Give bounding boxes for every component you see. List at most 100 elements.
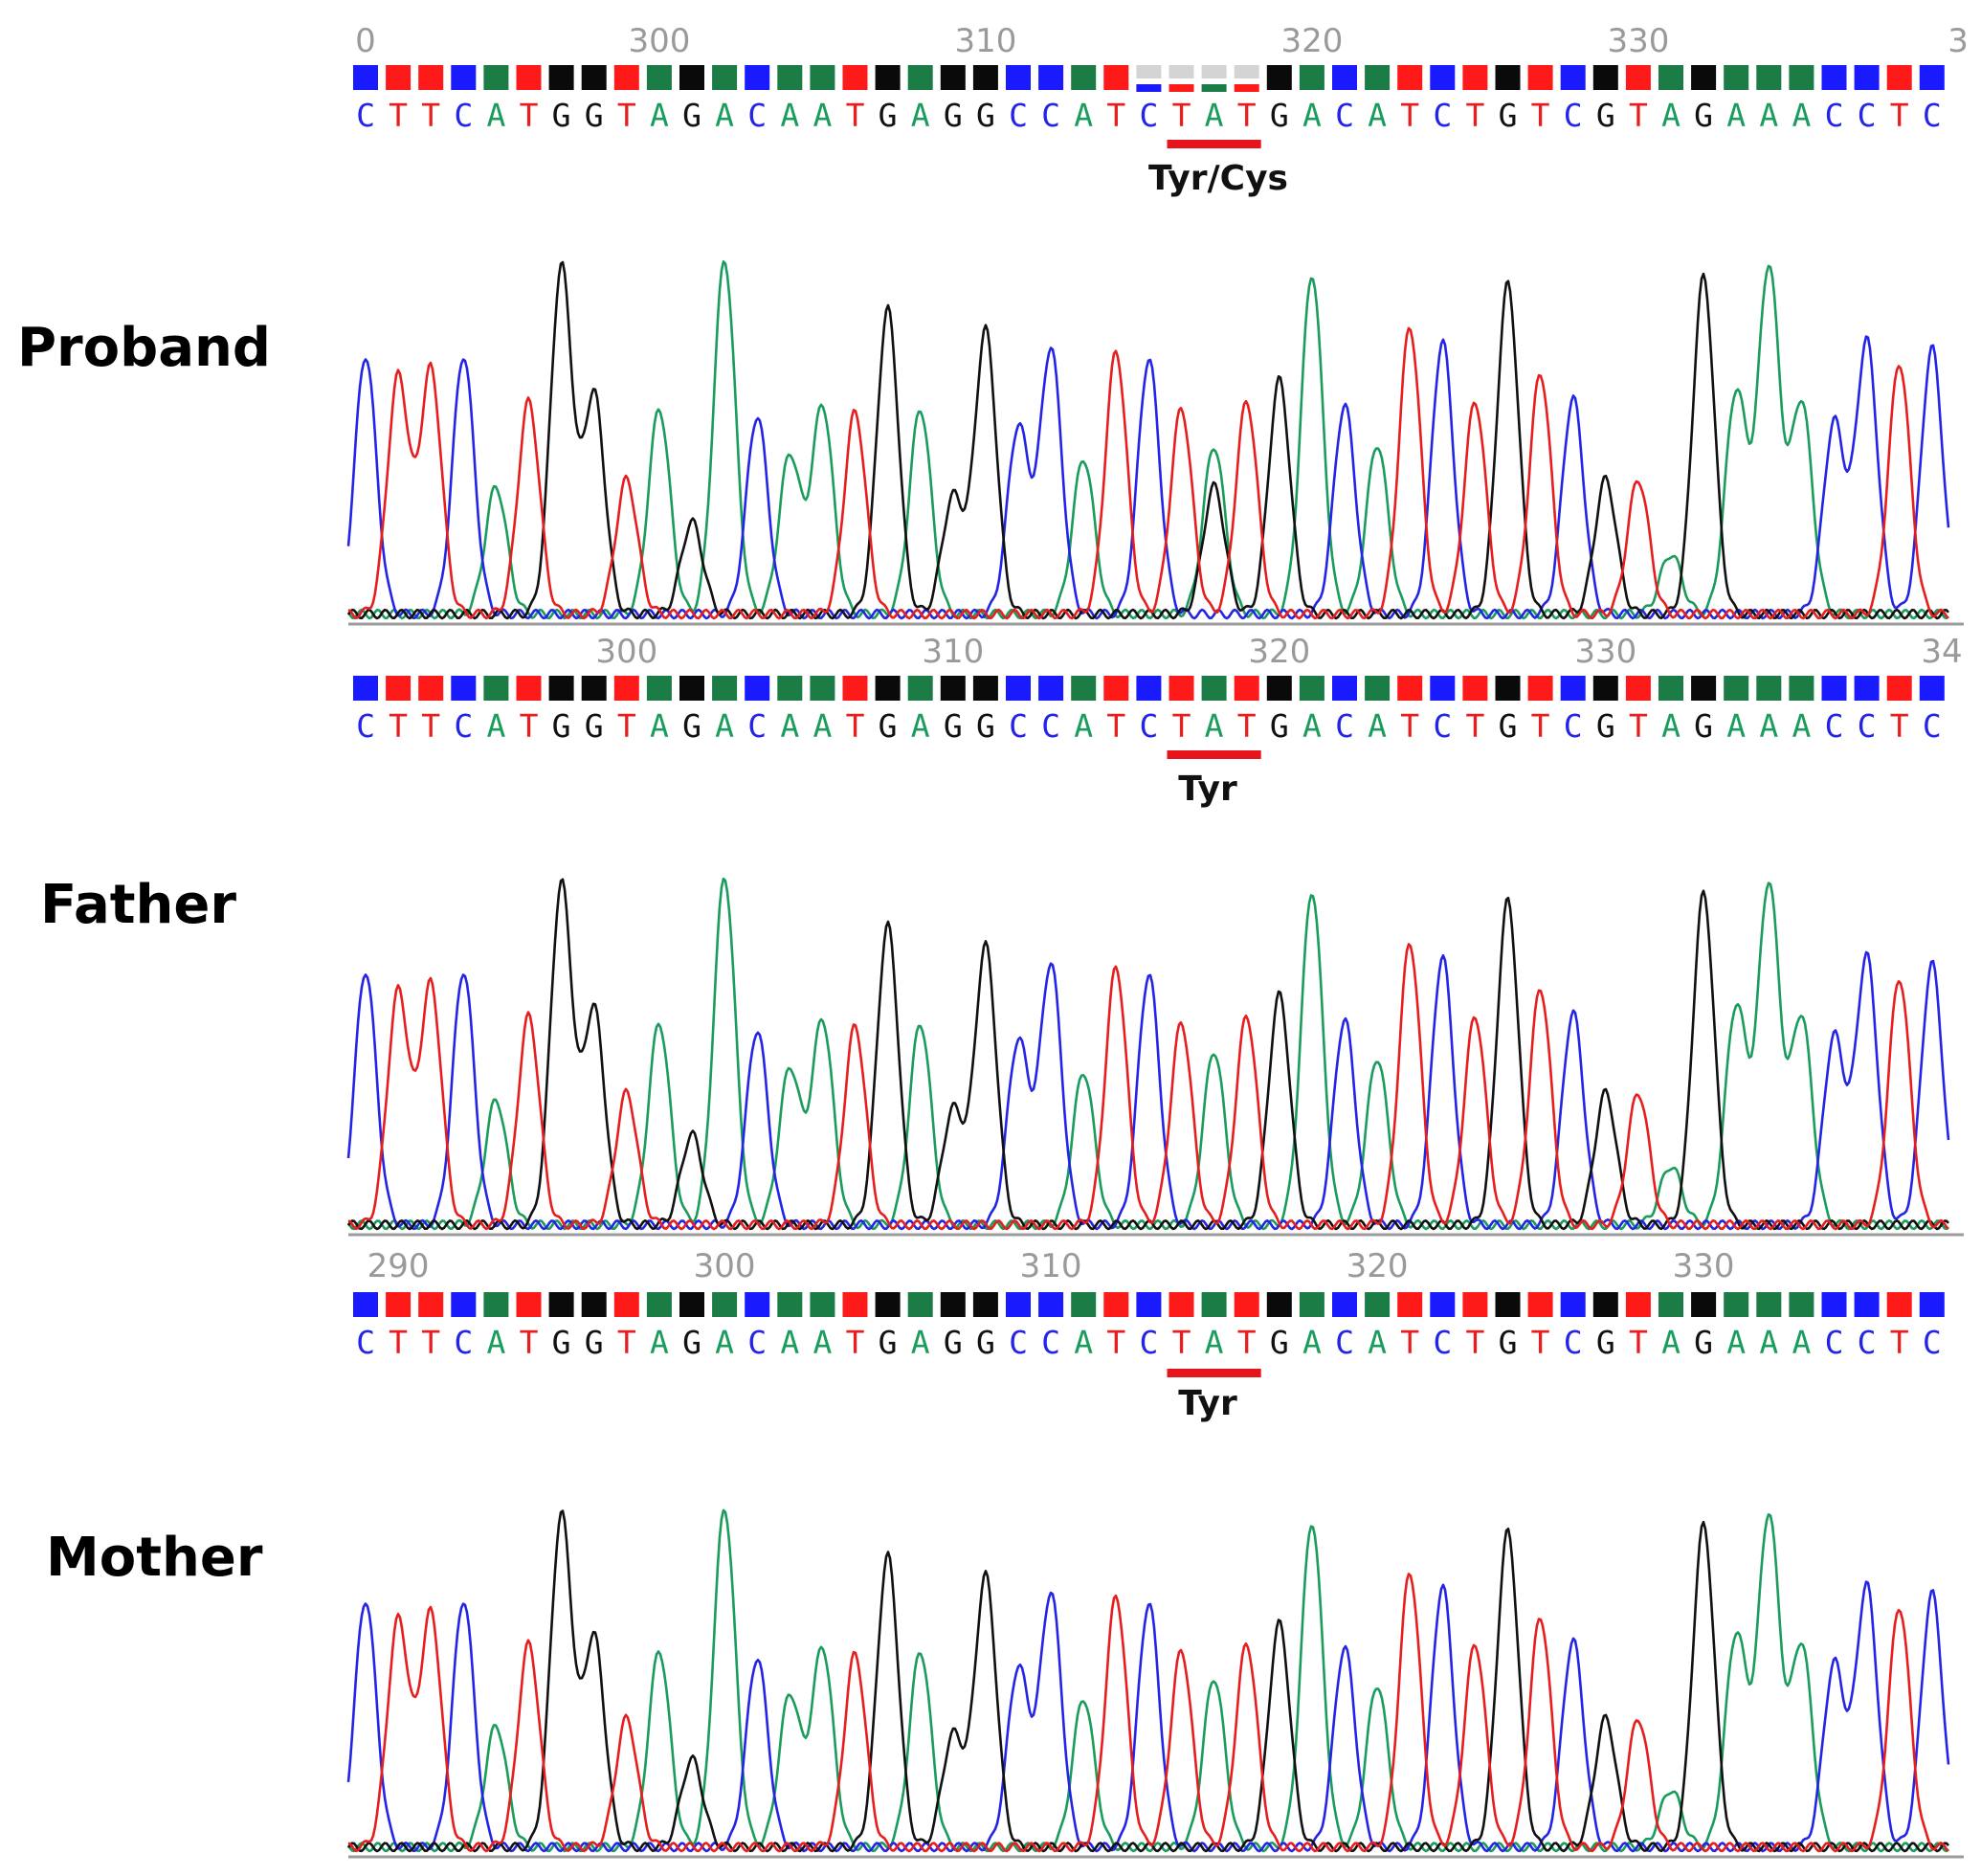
base-letter: G <box>585 97 604 134</box>
quality-bar-faded <box>1136 65 1162 78</box>
base-letter: A <box>812 97 832 134</box>
base-call-bar <box>712 1292 738 1317</box>
base-letter: C <box>1825 97 1844 134</box>
base-letter: C <box>356 1324 375 1361</box>
base-letter: G <box>1596 707 1615 745</box>
base-letter: C <box>1433 1324 1452 1361</box>
base-call-bar <box>386 1292 412 1317</box>
base-letter: A <box>1792 1324 1811 1361</box>
position-tick-label: 310 <box>1020 1247 1082 1285</box>
base-letter: T <box>617 1324 636 1361</box>
base-letter: C <box>356 707 375 745</box>
position-tick-label: 310 <box>922 633 984 671</box>
base-letter: C <box>1825 1324 1844 1361</box>
base-call-bar <box>1136 1292 1162 1317</box>
base-letter: A <box>1759 707 1778 745</box>
base-call-bar <box>1299 1292 1324 1317</box>
base-call-bar <box>1789 65 1814 90</box>
base-letter: T <box>1106 97 1125 134</box>
quality-bar-faded <box>1201 65 1227 78</box>
base-call-bar <box>777 65 803 90</box>
base-letter: C <box>1335 707 1354 745</box>
position-tick-label: 310 <box>954 22 1016 60</box>
base-letter: G <box>552 707 571 745</box>
base-call-bar <box>1854 65 1880 90</box>
base-call-bar <box>1006 676 1031 701</box>
base-letter: G <box>552 1324 571 1361</box>
base-call-bar <box>548 65 574 90</box>
base-letter: C <box>454 97 473 134</box>
proband-sequence-header: 0 300 310 320 330 3C T T C A T G G T A G A C A A T G A G G C C A T C T… <box>353 22 1969 148</box>
base-call-bar <box>1592 676 1618 701</box>
base-letter: C <box>1041 707 1060 745</box>
base-call-bar <box>940 1292 966 1317</box>
base-call-bar <box>842 65 868 90</box>
trace-G <box>346 878 1949 1231</box>
base-call-bar <box>1071 676 1097 701</box>
base-letter: C <box>1009 707 1028 745</box>
base-call-bar <box>418 65 444 90</box>
position-tick-label: 320 <box>1347 1247 1409 1285</box>
base-call-bar <box>875 1292 901 1317</box>
position-tick-label: 300 <box>628 22 690 60</box>
base-letter: C <box>1335 1324 1354 1361</box>
base-letter: C <box>1923 1324 1942 1361</box>
base-call-bar <box>679 676 704 701</box>
father-codon-label: Tyr <box>1178 770 1237 809</box>
base-letter: A <box>1792 97 1811 134</box>
base-letter: G <box>879 97 898 134</box>
base-call-bar <box>1756 676 1782 701</box>
base-call-bar <box>1169 84 1194 92</box>
base-call-bar <box>418 676 444 701</box>
base-letter: T <box>1465 1324 1484 1361</box>
base-letter: A <box>1661 97 1681 134</box>
base-letter: G <box>585 1324 604 1361</box>
base-letter: C <box>1923 97 1942 134</box>
base-call-bar <box>940 676 966 701</box>
base-call-bar <box>1821 65 1847 90</box>
base-call-bar <box>1201 1292 1227 1317</box>
base-call-bar <box>581 65 607 90</box>
codon-underline <box>1167 1369 1261 1377</box>
base-call-bar <box>777 676 803 701</box>
base-call-bar <box>1789 676 1814 701</box>
base-letter: A <box>715 97 734 134</box>
base-letter: G <box>879 1324 898 1361</box>
mother-panel-label: Mother <box>46 1527 263 1589</box>
base-letter: G <box>1596 1324 1615 1361</box>
position-tick-label: 330 <box>1607 22 1669 60</box>
base-letter: G <box>944 1324 963 1361</box>
base-call-bar <box>646 1292 672 1317</box>
base-call-bar <box>712 676 738 701</box>
base-letter: C <box>1139 97 1158 134</box>
base-letter: T <box>421 707 440 745</box>
base-letter: C <box>1433 97 1452 134</box>
trace-C <box>346 1580 1950 1853</box>
base-letter: T <box>389 707 408 745</box>
base-call-bar <box>907 1292 933 1317</box>
base-letter: T <box>1531 97 1550 134</box>
base-letter: C <box>454 1324 473 1361</box>
base-call-bar <box>1365 676 1391 701</box>
base-call-bar <box>1332 1292 1357 1317</box>
base-letter: T <box>389 97 408 134</box>
base-letter: T <box>1400 97 1419 134</box>
base-letter: T <box>1106 707 1125 745</box>
base-letter: A <box>486 1324 505 1361</box>
base-call-bar <box>1332 65 1357 90</box>
father-sequence-header: 300 310 320 330 34C T T C A T G G T A G A C A A T G A G G C C A T C T… <box>353 633 1963 759</box>
base-call-bar <box>1789 1292 1814 1317</box>
base-letter: A <box>1792 707 1811 745</box>
base-letter: G <box>1499 707 1518 745</box>
base-call-bar <box>1332 676 1357 701</box>
base-call-bar <box>1756 1292 1782 1317</box>
base-call-bar <box>810 65 835 90</box>
base-letter: A <box>1074 707 1093 745</box>
base-letter: T <box>1237 97 1257 134</box>
base-call-bar <box>1430 676 1456 701</box>
base-call-bar <box>1365 65 1391 90</box>
base-letter: C <box>1858 707 1877 745</box>
base-call-bar <box>1527 65 1553 90</box>
base-letter: C <box>1009 1324 1028 1361</box>
base-call-bar <box>548 676 574 701</box>
